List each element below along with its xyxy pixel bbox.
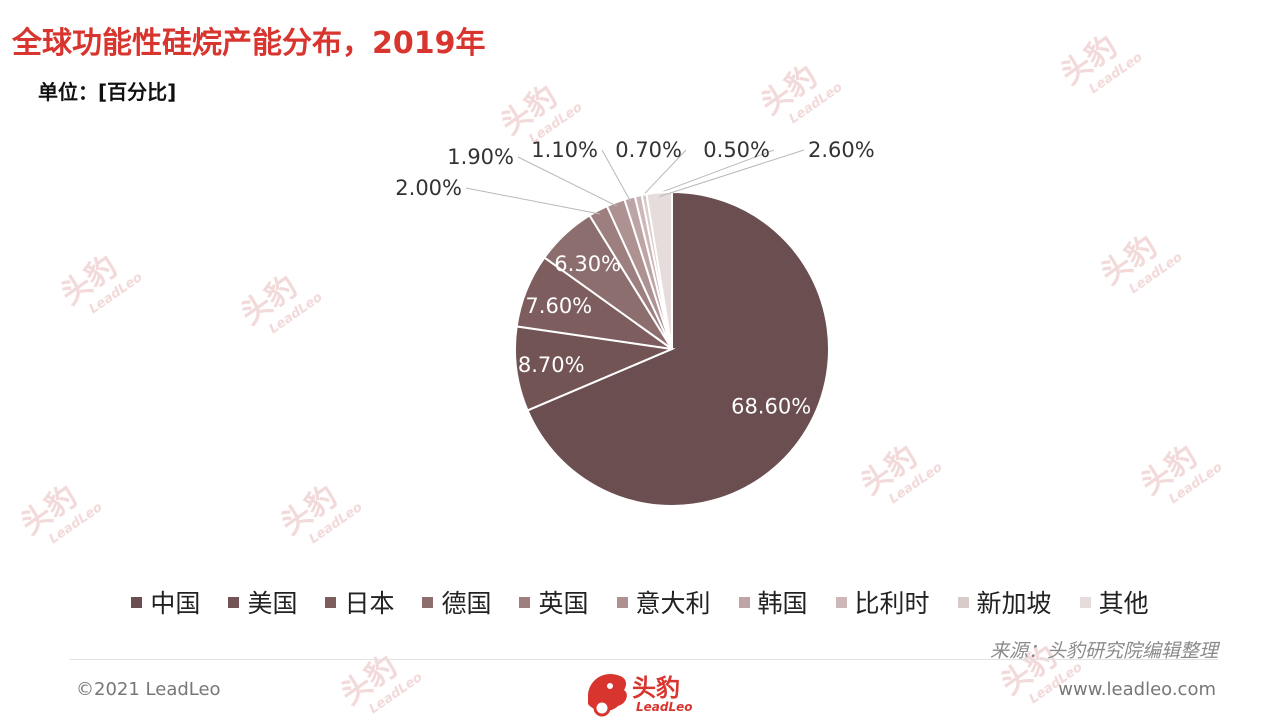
legend-swatch: [325, 596, 337, 608]
pie-slice-1: [526, 190, 830, 507]
legend-swatch: [1079, 596, 1091, 608]
legend-label: 德国: [441, 589, 492, 618]
legend-item: 比利时: [835, 584, 930, 620]
legend-label: 中国: [150, 589, 201, 618]
website-link[interactable]: www.leadleo.com: [1058, 679, 1216, 700]
logo-text: 头豹: [632, 674, 680, 702]
data-label: 6.30%: [554, 252, 621, 276]
data-label: 2.60%: [808, 138, 875, 162]
leader-line: [601, 149, 632, 202]
data-label: 68.60%: [731, 394, 811, 418]
leader-line: [465, 187, 601, 215]
data-label: 1.10%: [531, 138, 598, 162]
pie-slice-2: [514, 325, 676, 412]
data-label: 2.00%: [395, 176, 462, 200]
leader-line: [644, 149, 775, 199]
legend-item: 德国: [422, 584, 491, 620]
footer-divider: [70, 659, 1218, 660]
legend-item: 其他: [1079, 584, 1149, 620]
leader-line: [659, 149, 805, 197]
source-note: 来源：头豹研究院编辑整理: [989, 640, 1218, 662]
legend-item: 新加坡: [957, 584, 1052, 620]
legend-label: 比利时: [854, 589, 930, 618]
leader-line: [517, 156, 618, 207]
legend-swatch: [957, 596, 969, 608]
legend-swatch: [616, 596, 628, 608]
legend-swatch: [131, 596, 143, 608]
legend-label: 其他: [1098, 589, 1149, 618]
legend-item: 意大利: [616, 584, 711, 620]
leader-line: [638, 149, 687, 200]
legend-swatch: [519, 596, 531, 608]
logo-subtext: LeadLeo: [636, 700, 693, 714]
legend-label: 意大利: [635, 589, 711, 618]
legend-swatch: [738, 596, 750, 608]
page-title: 全球功能性硅烷产能分布，2019年: [12, 26, 486, 61]
legend-item: 韩国: [738, 584, 808, 620]
legend-label: 新加坡: [976, 589, 1052, 618]
legend-swatch: [228, 596, 240, 608]
legend-label: 日本: [344, 589, 395, 618]
data-label: 7.60%: [525, 294, 592, 318]
legend-item: 日本: [325, 584, 394, 620]
data-label: 0.50%: [703, 138, 770, 162]
data-label: 1.90%: [447, 145, 514, 169]
unit-label: 单位：[百分比]: [38, 80, 177, 104]
chart-legend: 中国 美国 日本 德国 英国 意大利 韩国 比利时 新加坡 其他: [0, 584, 1280, 620]
legend-label: 英国: [538, 589, 589, 618]
copyright: ©2021 LeadLeo: [76, 679, 221, 700]
legend-item: 美国: [228, 584, 297, 620]
legend-label: 韩国: [757, 589, 808, 618]
legend-swatch: [422, 596, 434, 608]
legend-label: 美国: [247, 589, 298, 618]
legend-swatch: [835, 596, 847, 608]
legend-item: 英国: [519, 584, 589, 620]
data-label: 0.70%: [615, 138, 682, 162]
legend-item: 中国: [131, 584, 200, 620]
leopard-logo-icon: [588, 674, 627, 717]
data-label: 8.70%: [518, 353, 585, 377]
